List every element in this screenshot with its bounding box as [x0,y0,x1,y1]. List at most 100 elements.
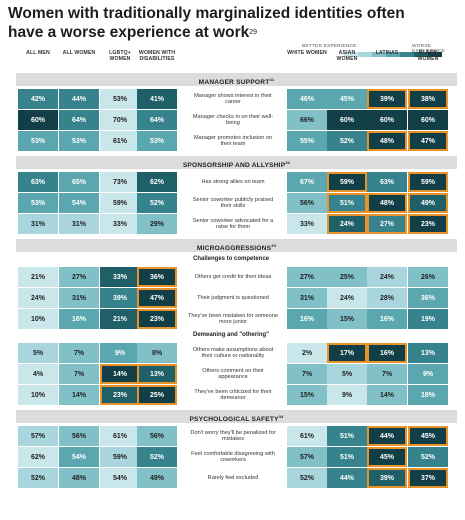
data-cell: 53% [59,131,99,151]
column-header: ALL MEN [26,50,50,56]
data-cell: 23% [100,385,140,405]
data-cell: 9% [100,343,140,363]
data-cell: 13% [137,364,177,384]
data-cell: 24% [327,214,367,234]
data-cell: 25% [137,385,177,405]
row-label: Manager shows interest in their career [188,89,278,109]
data-cell: 56% [137,426,177,446]
data-cell: 5% [327,364,367,384]
data-cell: 33% [100,214,140,234]
data-cell: 28% [367,288,407,308]
data-cell: 2% [287,343,327,363]
data-cell: 63% [367,172,407,192]
data-cell: 38% [408,89,448,109]
data-cell: 27% [287,267,327,287]
data-cell: 61% [100,131,140,151]
column-header: BLACK WOMEN [417,50,439,62]
data-cell: 47% [408,131,448,151]
section-title: MICROAGGRESSIONS [196,245,272,253]
data-cell: 16% [287,309,327,329]
data-cell: 45% [327,89,367,109]
data-cell: 45% [408,426,448,446]
section-header: PSYCHOLOGICAL SAFETY34 [16,410,457,423]
row-label: Senior coworker publicly praised their s… [188,193,278,213]
row-label: Rarely feel excluded [188,468,278,488]
data-cell: 55% [287,131,327,151]
data-cell: 53% [18,193,58,213]
section-ref: 34 [278,414,284,419]
row-label: Feel comfortable disagreeing with cowork… [188,447,278,467]
data-cell: 57% [18,426,58,446]
legend-swatch [372,52,386,57]
data-cell: 15% [327,309,367,329]
row-label: Don't worry they'll be penalized for mis… [188,426,278,446]
data-cell: 52% [408,447,448,467]
data-cell: 36% [137,267,177,287]
data-cell: 47% [137,288,177,308]
section-ref: 31 [269,77,275,82]
data-cell: 44% [367,426,407,446]
data-cell: 52% [18,468,58,488]
data-cell: 48% [59,468,99,488]
data-cell: 7% [59,364,99,384]
data-cell: 54% [100,468,140,488]
legend-swatch [358,52,372,57]
row-label: Others make assumptions about their cult… [188,343,278,363]
legend-swatch [344,52,358,57]
legend-better-label: BETTER EXPERIENCE [302,44,357,49]
data-cell: 14% [59,385,99,405]
row-label: Others get credit for their ideas [188,267,278,287]
column-header: LATINAS [375,50,399,56]
data-cell: 10% [18,385,58,405]
data-cell: 8% [137,343,177,363]
data-cell: 60% [327,110,367,130]
data-cell: 44% [327,468,367,488]
data-cell: 46% [287,89,327,109]
data-cell: 52% [137,193,177,213]
subsection-title: Challenges to competence [192,256,270,262]
data-cell: 25% [327,267,367,287]
legend-swatch [414,52,428,57]
legend-swatch [428,52,442,57]
data-cell: 70% [100,110,140,130]
data-cell: 9% [327,385,367,405]
data-cell: 59% [327,172,367,192]
row-label: They've been criticized for their demean… [188,385,278,405]
data-cell: 41% [137,89,177,109]
legend: BETTER EXPERIENCE WORSE EXPERIENCE [300,44,460,58]
data-cell: 5% [18,343,58,363]
data-cell: 52% [287,468,327,488]
data-cell: 51% [327,447,367,467]
data-cell: 17% [327,343,367,363]
data-cell: 7% [59,343,99,363]
section-title: PSYCHOLOGICAL SAFETY [189,416,279,424]
data-cell: 54% [59,447,99,467]
data-cell: 60% [367,110,407,130]
data-cell: 9% [408,364,448,384]
data-cell: 66% [287,110,327,130]
data-cell: 67% [287,172,327,192]
data-cell: 51% [327,193,367,213]
data-cell: 18% [408,385,448,405]
section-header: MICROAGGRESSIONS33 [16,239,457,252]
section-ref: 33 [271,243,277,248]
row-label: Others comment on their appearance [188,364,278,384]
row-label: Their judgment is questioned [188,288,278,308]
data-cell: 64% [137,110,177,130]
data-cell: 53% [100,89,140,109]
data-cell: 10% [18,309,58,329]
row-label: Manager checks in on their well-being [188,110,278,130]
data-cell: 33% [100,267,140,287]
data-cell: 24% [18,288,58,308]
data-cell: 48% [367,131,407,151]
data-cell: 19% [408,309,448,329]
data-cell: 49% [408,193,448,213]
column-header: WOMEN WITH DISABILITIES [138,50,176,62]
data-cell: 42% [18,89,58,109]
data-cell: 7% [367,364,407,384]
data-cell: 33% [287,214,327,234]
legend-swatch [386,52,400,57]
data-cell: 31% [287,288,327,308]
section-title: SPONSORSHIP AND ALLYSHIP [182,162,286,170]
data-cell: 62% [18,447,58,467]
